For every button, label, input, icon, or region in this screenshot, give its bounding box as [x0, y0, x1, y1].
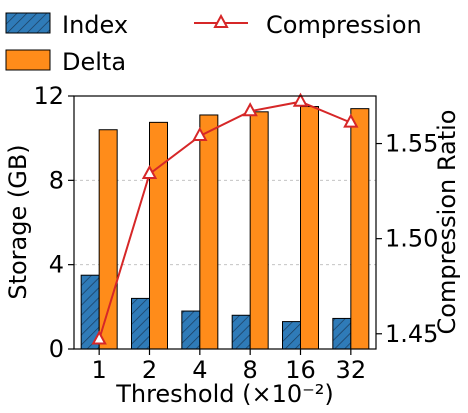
- x-axis-title: Threshold (×10⁻²): [115, 380, 334, 408]
- bars: [80, 106, 370, 350]
- y-axis-title: Storage (GB): [4, 144, 32, 299]
- x-tick-label: 32: [336, 356, 367, 384]
- compression-marker: [141, 164, 158, 179]
- bar-delta: [249, 111, 269, 350]
- x-tick-label: 2: [142, 356, 157, 384]
- compression-marker: [292, 92, 309, 107]
- x-tick-label: 16: [285, 356, 316, 384]
- y2-tick-label: 1.55: [385, 130, 438, 158]
- y2-axis-title: Compression Ratio: [433, 110, 461, 335]
- legend-label-index: Index: [62, 11, 128, 39]
- legend-swatch-index: [5, 12, 51, 34]
- legend-label-compression: Compression: [266, 11, 422, 39]
- bar-delta: [300, 106, 319, 350]
- bar-index: [181, 310, 201, 350]
- y-tick-label: 0: [49, 335, 64, 363]
- compression-marker: [343, 113, 359, 128]
- bar-index: [332, 317, 352, 350]
- x-tick-label: 1: [92, 356, 107, 384]
- y2-tick-label: 1.50: [385, 225, 438, 253]
- gridlines: [74, 179, 376, 266]
- bar-index: [231, 314, 251, 350]
- legend: Index Delta Compression: [5, 11, 422, 76]
- y-tick-label: 4: [49, 251, 64, 279]
- compression-line: [98, 100, 352, 340]
- y2-tick-label: 1.45: [385, 320, 438, 348]
- legend-label-delta: Delta: [62, 48, 126, 76]
- x-tick-label: 4: [192, 356, 207, 384]
- compression-marker: [91, 330, 107, 345]
- compression-marker: [192, 126, 208, 141]
- bar-index: [131, 297, 150, 350]
- legend-swatch-delta: [5, 49, 51, 71]
- y-axis-right: 1.45 1.50 1.55: [376, 130, 438, 348]
- bar-delta: [98, 129, 118, 350]
- y-tick-label: 8: [49, 166, 64, 194]
- y-axis-left: 0 4 8 12: [33, 82, 74, 363]
- legend-marker-compression: [213, 13, 229, 28]
- y-tick-label: 12: [33, 82, 64, 110]
- x-axis: 1 2 4 8 16 32: [92, 349, 367, 384]
- bar-delta: [149, 121, 168, 350]
- bar-index: [282, 321, 301, 350]
- bar-delta: [199, 114, 219, 350]
- plot-frame: [73, 95, 377, 350]
- compression-series: [91, 92, 359, 345]
- bar-delta: [350, 108, 370, 350]
- compression-marker: [242, 102, 258, 117]
- x-tick-label: 8: [243, 356, 258, 384]
